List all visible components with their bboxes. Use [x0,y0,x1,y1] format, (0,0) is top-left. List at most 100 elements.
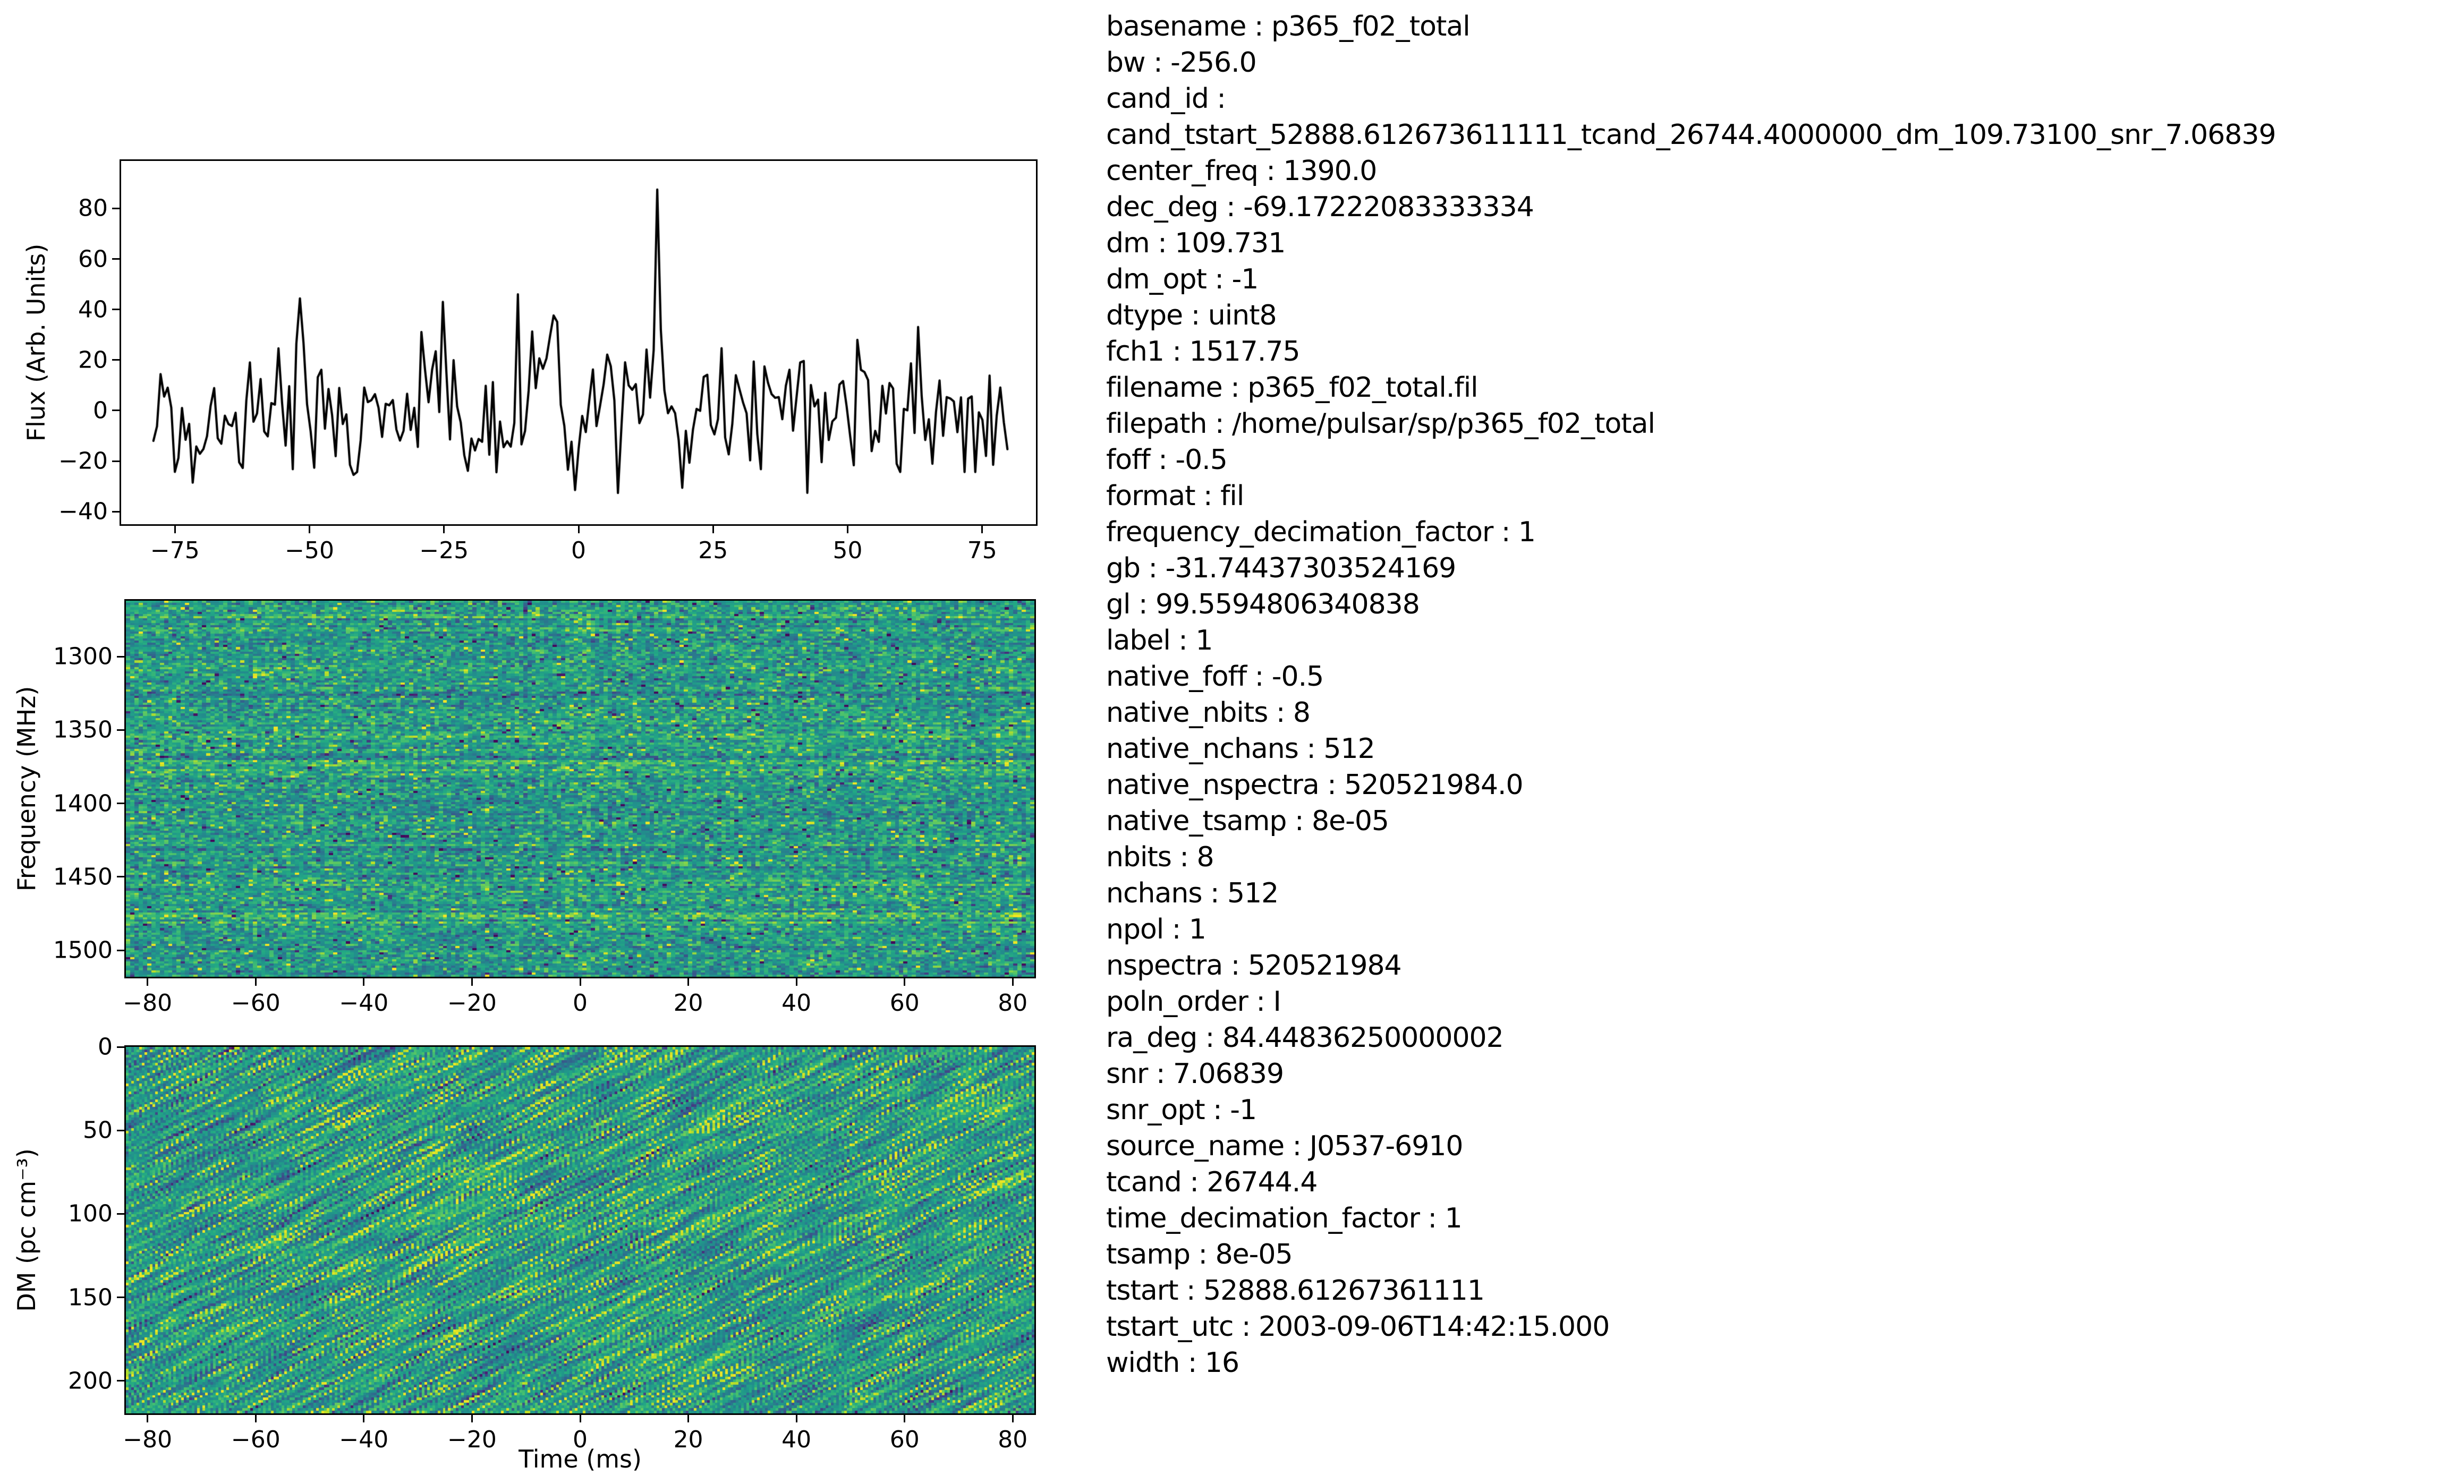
y-tick-label: −40 [58,498,108,525]
y-tick-mark [117,876,124,878]
metadata-line: tcand : 26744.4 [1106,1166,1318,1198]
metadata-line: native_nbits : 8 [1106,697,1311,729]
x-tick-mark [471,1415,473,1422]
dm-time-plot [124,1045,1036,1415]
x-tick-label: 60 [889,990,920,1017]
y-tick-label: 100 [68,1200,113,1227]
metadata-panel: basename : p365_f02_total bw : -256.0 cand… [1106,8,2276,1381]
x-tick-label: −25 [419,537,469,564]
y-tick-mark [117,1213,124,1215]
metadata-line: tstart : 52888.61267361111 [1106,1275,1485,1307]
metadata-line: dec_deg : -69.17222083333334 [1106,191,1534,223]
x-tick-mark [147,1415,149,1422]
x-tick-label: −40 [339,1426,389,1453]
y-tick-label: 60 [78,245,108,273]
metadata-line: time_decimation_factor : 1 [1106,1202,1463,1234]
y-tick-mark [117,655,124,658]
x-tick-mark [577,526,580,533]
metadata-line: format : fil [1106,480,1244,512]
y-tick-label: 1300 [53,643,113,670]
y-tick-label: 1500 [53,936,113,964]
x-tick-label: 0 [573,990,588,1017]
metadata-line: source_name : J0537-6910 [1106,1130,1463,1162]
y-tick-label: 40 [78,296,108,323]
metadata-line: frequency_decimation_factor : 1 [1106,516,1536,548]
x-tick-mark [687,1415,690,1422]
x-tick-mark [363,1415,365,1422]
x-tick-mark [174,526,176,533]
metadata-line: dm_opt : -1 [1106,263,1259,295]
x-tick-mark [687,978,690,986]
metadata-line: filename : p365_f02_total.fil [1106,372,1479,404]
x-tick-label: 75 [967,537,997,564]
y-tick-mark [117,729,124,731]
x-tick-label: −60 [231,1426,281,1453]
x-tick-mark [363,978,365,986]
y-tick-mark [112,359,120,361]
x-tick-mark [1012,1415,1014,1422]
y-tick-mark [112,309,120,311]
x-tick-mark [904,1415,906,1422]
metadata-line: native_nchans : 512 [1106,733,1375,765]
metadata-line: dtype : uint8 [1106,300,1277,331]
metadata-line: dm : 109.731 [1106,227,1286,259]
metadata-line: native_foff : -0.5 [1106,661,1324,693]
metadata-line: nchans : 512 [1106,877,1279,909]
x-tick-label: 20 [673,1426,703,1453]
x-tick-label: 40 [781,990,812,1017]
metadata-line: tstart_utc : 2003-09-06T14:42:15.000 [1106,1311,1610,1343]
y-tick-label: 1450 [53,863,113,891]
y-tick-mark [112,207,120,209]
metadata-line: tsamp : 8e-05 [1106,1239,1293,1270]
metadata-line: gl : 99.5594806340838 [1106,589,1420,620]
x-tick-mark [579,978,581,986]
metadata-line: npol : 1 [1106,914,1206,945]
metadata-line: width : 16 [1106,1347,1239,1379]
x-tick-mark [712,526,714,533]
x-tick-label: −80 [123,1426,173,1453]
metadata-line: nspectra : 520521984 [1106,950,1402,982]
x-tick-label: 25 [698,537,728,564]
flux-line-series [121,161,1036,524]
x-tick-label: 50 [832,537,863,564]
y-tick-label: 1350 [53,716,113,744]
x-tick-mark [443,526,445,533]
metadata-line: center_freq : 1390.0 [1106,155,1377,187]
x-tick-label: −20 [447,1426,497,1453]
metadata-line: nbits : 8 [1106,841,1214,873]
y-tick-label: 80 [78,194,108,222]
y-tick-mark [112,510,120,513]
y-tick-mark [117,1297,124,1299]
time-xlabel: Time (ms) [519,1445,642,1473]
y-tick-mark [112,410,120,412]
metadata-line: foff : -0.5 [1106,444,1228,476]
metadata-line: native_tsamp : 8e-05 [1106,805,1389,837]
x-tick-mark [309,526,311,533]
x-tick-label: 0 [573,1426,588,1453]
y-tick-label: 150 [68,1284,113,1311]
metadata-line: basename : p365_f02_total [1106,11,1471,42]
metadata-line: label : 1 [1106,625,1213,656]
x-tick-label: −80 [123,990,173,1017]
x-tick-mark [471,978,473,986]
metadata-line: native_nspectra : 520521984.0 [1106,769,1524,801]
y-tick-label: 20 [78,346,108,374]
x-tick-mark [254,1415,257,1422]
x-tick-label: 0 [571,537,586,564]
y-tick-label: 0 [93,397,108,424]
frequency-time-plot [124,599,1036,978]
y-tick-label: 50 [83,1116,113,1144]
x-tick-label: −50 [285,537,334,564]
metadata-line: bw : -256.0 [1106,47,1257,79]
x-tick-label: −20 [447,990,497,1017]
y-tick-mark [117,803,124,805]
y-tick-mark [117,1380,124,1382]
metadata-line: snr : 7.06839 [1106,1058,1284,1090]
x-tick-label: 80 [998,990,1028,1017]
y-tick-mark [112,460,120,462]
y-tick-mark [117,1046,124,1048]
x-tick-mark [1012,978,1014,986]
y-tick-label: 200 [68,1367,113,1395]
metadata-line: snr_opt : -1 [1106,1094,1257,1126]
